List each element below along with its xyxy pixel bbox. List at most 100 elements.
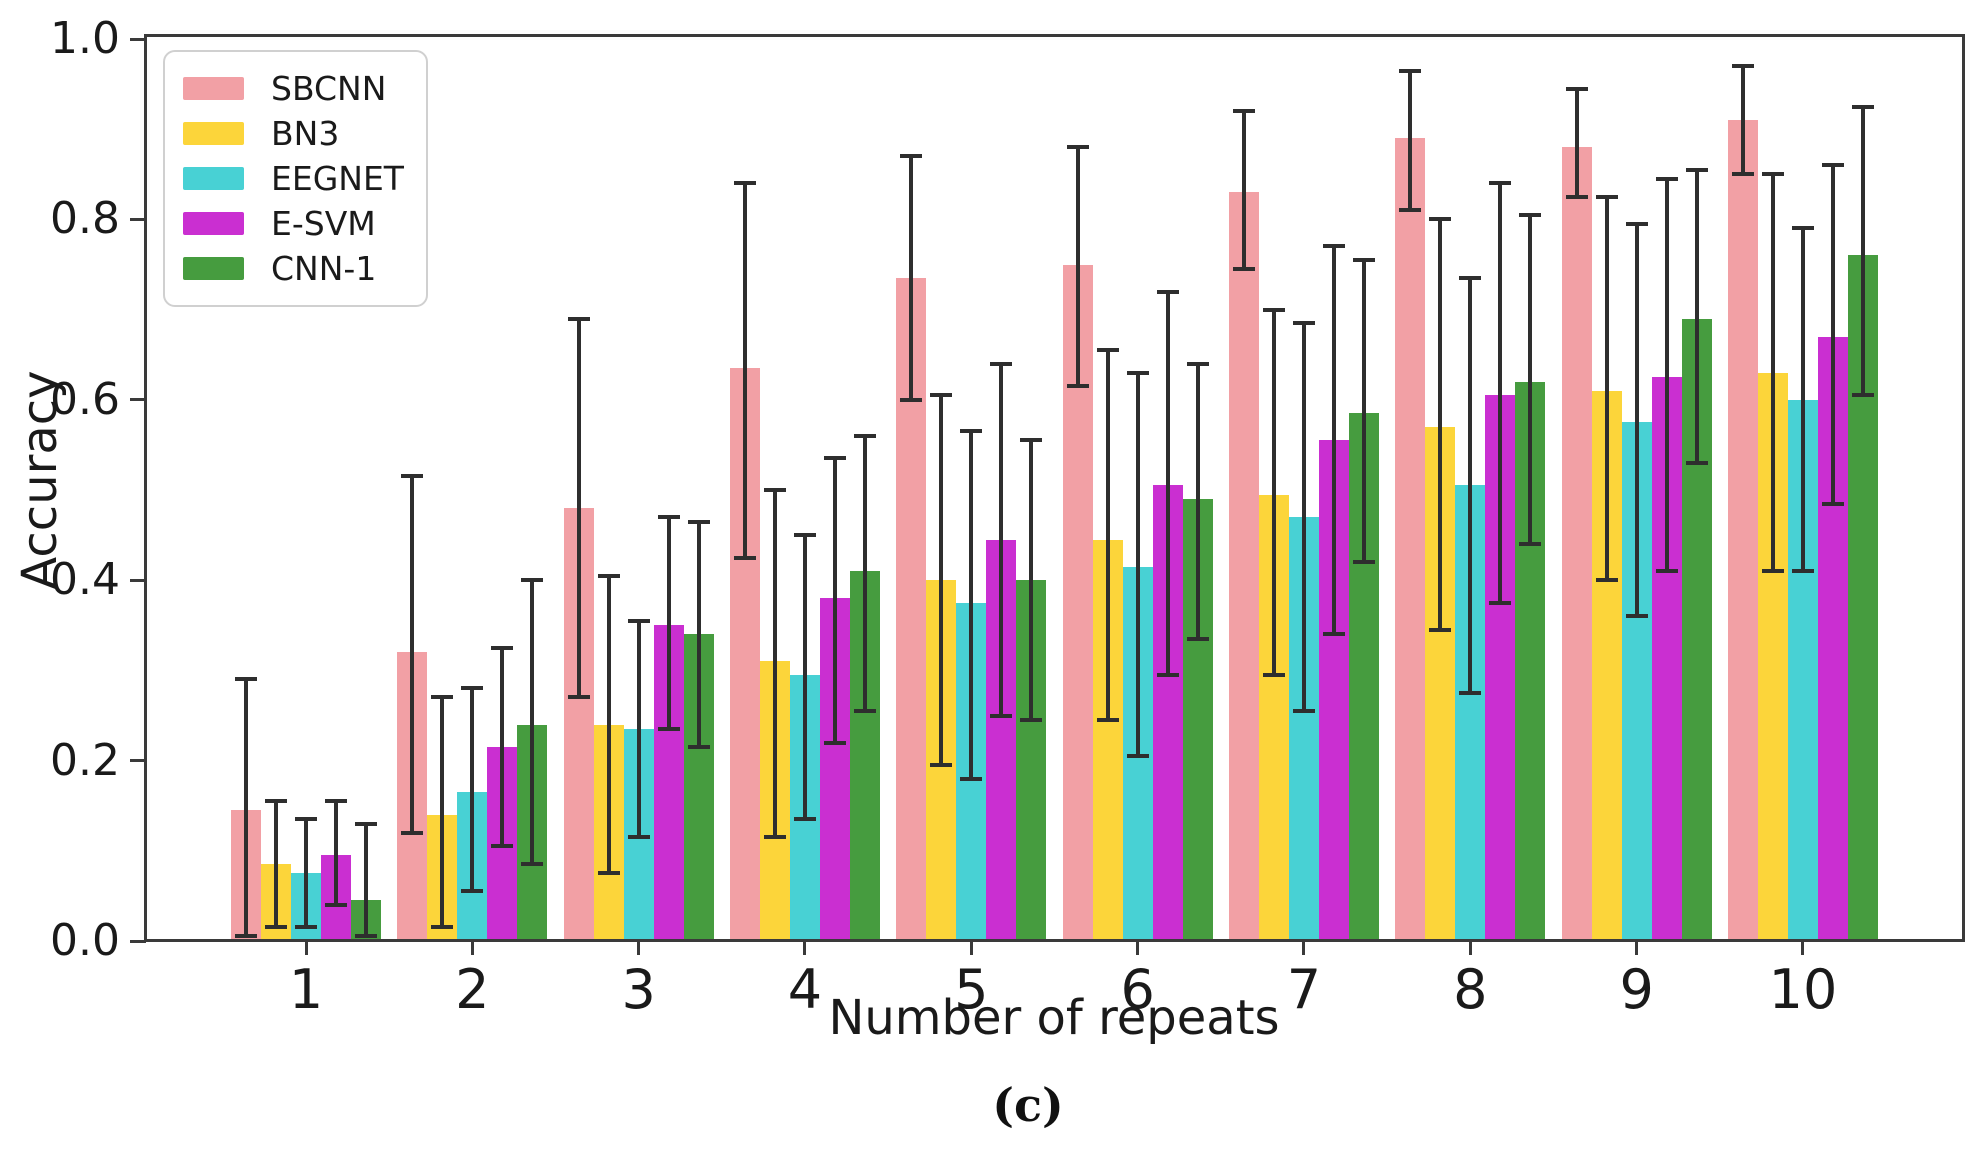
error-cap-top-eegnet-repeat-10 xyxy=(1791,226,1814,231)
error-cap-bottom-eegnet-repeat-7 xyxy=(1292,708,1315,713)
error-bar-sbcnn-repeat-1 xyxy=(244,679,248,937)
x-tick-label-2: 2 xyxy=(455,958,490,1021)
x-tick-label-4: 4 xyxy=(787,958,823,1021)
error-cap-top-eegnet-repeat-5 xyxy=(960,429,983,434)
x-tick-mark-6 xyxy=(1136,941,1140,955)
error-cap-bottom-cnn-1-repeat-8 xyxy=(1519,542,1542,547)
legend-item-sbcnn: SBCNN xyxy=(183,66,404,111)
x-tick-mark-5 xyxy=(969,941,973,955)
x-tick-label-1: 1 xyxy=(288,958,324,1021)
error-bar-eegnet-repeat-10 xyxy=(1800,228,1805,572)
error-bar-sbcnn-repeat-3 xyxy=(576,318,581,698)
error-cap-top-cnn-1-repeat-3 xyxy=(687,519,710,524)
error-cap-bottom-bn3-repeat-1 xyxy=(265,925,287,930)
error-bar-sbcnn-repeat-8 xyxy=(1408,70,1413,211)
error-cap-top-e-svm-repeat-9 xyxy=(1655,176,1678,181)
error-cap-top-bn3-repeat-4 xyxy=(763,488,786,492)
error-cap-bottom-bn3-repeat-2 xyxy=(431,925,454,930)
error-cap-bottom-e-svm-repeat-10 xyxy=(1821,501,1844,506)
legend-item-eegnet: EEGNET xyxy=(183,156,404,201)
error-bar-e-svm-repeat-3 xyxy=(666,517,671,730)
error-bar-bn3-repeat-6 xyxy=(1105,350,1110,720)
error-bar-sbcnn-repeat-2 xyxy=(410,476,415,833)
x-tick-mark-1 xyxy=(304,941,308,955)
error-cap-top-eegnet-repeat-7 xyxy=(1292,321,1315,326)
error-cap-top-cnn-1-repeat-5 xyxy=(1020,438,1043,443)
error-cap-bottom-sbcnn-repeat-9 xyxy=(1565,194,1588,199)
error-bar-e-svm-repeat-10 xyxy=(1830,165,1835,504)
x-tick-label-6: 6 xyxy=(1120,958,1155,1021)
error-cap-top-e-svm-repeat-5 xyxy=(990,361,1013,366)
error-cap-top-cnn-1-repeat-4 xyxy=(853,433,876,438)
legend-swatch-icon-e-svm xyxy=(183,212,244,235)
error-cap-bottom-cnn-1-repeat-6 xyxy=(1186,636,1209,641)
error-cap-top-bn3-repeat-7 xyxy=(1262,307,1285,312)
error-bar-eegnet-repeat-4 xyxy=(802,535,807,820)
error-cap-bottom-eegnet-repeat-3 xyxy=(627,835,650,840)
error-bar-cnn-1-repeat-6 xyxy=(1195,363,1200,639)
x-tick-label-3: 3 xyxy=(621,958,656,1021)
error-bar-bn3-repeat-10 xyxy=(1770,174,1775,572)
error-cap-bottom-bn3-repeat-3 xyxy=(597,871,620,876)
error-bar-bn3-repeat-9 xyxy=(1604,196,1609,581)
error-cap-bottom-bn3-repeat-9 xyxy=(1595,578,1618,583)
error-bar-eegnet-repeat-7 xyxy=(1301,323,1306,711)
error-cap-bottom-e-svm-repeat-2 xyxy=(491,844,514,849)
error-cap-bottom-sbcnn-repeat-3 xyxy=(567,695,590,700)
y-tick-mark-1.0 xyxy=(130,37,146,41)
error-bar-eegnet-repeat-9 xyxy=(1634,223,1639,617)
error-cap-top-sbcnn-repeat-9 xyxy=(1565,86,1588,91)
error-cap-bottom-bn3-repeat-8 xyxy=(1429,627,1452,632)
error-cap-bottom-eegnet-repeat-8 xyxy=(1459,690,1482,695)
right-spine xyxy=(1962,34,1965,942)
legend-label-sbcnn: SBCNN xyxy=(271,68,387,108)
y-tick-label-0.0: 0.0 xyxy=(50,915,120,966)
error-cap-top-e-svm-repeat-1 xyxy=(325,799,347,804)
error-bar-sbcnn-repeat-10 xyxy=(1740,66,1745,175)
legend-swatch-icon-cnn-1 xyxy=(183,257,244,280)
error-cap-bottom-bn3-repeat-4 xyxy=(763,835,786,840)
error-bar-eegnet-repeat-6 xyxy=(1135,372,1140,757)
legend-item-bn3: BN3 xyxy=(183,111,404,156)
bar-sbcnn-repeat-7 xyxy=(1228,192,1259,941)
error-bar-sbcnn-repeat-7 xyxy=(1241,111,1246,269)
error-cap-top-bn3-repeat-1 xyxy=(265,799,287,804)
error-bar-cnn-1-repeat-4 xyxy=(862,435,867,711)
error-cap-top-eegnet-repeat-6 xyxy=(1126,370,1149,375)
error-cap-bottom-e-svm-repeat-6 xyxy=(1156,672,1179,677)
error-bar-e-svm-repeat-5 xyxy=(999,363,1004,716)
y-tick-label-0.2: 0.2 xyxy=(50,734,120,786)
error-cap-top-e-svm-repeat-4 xyxy=(823,456,846,461)
error-cap-top-sbcnn-repeat-6 xyxy=(1066,145,1089,150)
bar-sbcnn-repeat-8 xyxy=(1395,138,1426,941)
error-cap-bottom-cnn-1-repeat-3 xyxy=(687,745,710,750)
y-tick-label-1.0: 1.0 xyxy=(50,13,120,64)
x-axis-title: Number of repeats xyxy=(828,990,1280,1046)
error-cap-bottom-sbcnn-repeat-7 xyxy=(1232,267,1255,271)
error-bar-bn3-repeat-2 xyxy=(440,697,445,928)
error-cap-bottom-e-svm-repeat-5 xyxy=(990,713,1013,718)
left-spine xyxy=(144,34,147,942)
error-cap-bottom-e-svm-repeat-9 xyxy=(1655,569,1678,574)
bar-sbcnn-repeat-10 xyxy=(1727,120,1758,941)
error-cap-top-cnn-1-repeat-2 xyxy=(521,578,544,583)
error-bar-sbcnn-repeat-9 xyxy=(1574,88,1579,197)
error-cap-top-eegnet-repeat-4 xyxy=(793,533,816,538)
error-cap-top-sbcnn-repeat-2 xyxy=(401,474,424,479)
error-cap-bottom-eegnet-repeat-5 xyxy=(960,776,983,781)
error-bar-e-svm-repeat-4 xyxy=(832,458,837,743)
error-cap-bottom-bn3-repeat-5 xyxy=(930,763,953,768)
error-bar-eegnet-repeat-5 xyxy=(969,431,974,779)
legend-swatch-icon-sbcnn xyxy=(183,77,244,100)
legend-item-cnn-1: CNN-1 xyxy=(183,246,404,291)
error-bar-e-svm-repeat-2 xyxy=(500,647,505,847)
x-tick-mark-7 xyxy=(1302,941,1306,955)
error-cap-bottom-eegnet-repeat-6 xyxy=(1126,754,1149,759)
error-bar-sbcnn-repeat-5 xyxy=(909,156,914,400)
error-cap-bottom-sbcnn-repeat-8 xyxy=(1399,208,1422,213)
error-bar-bn3-repeat-5 xyxy=(939,395,944,766)
error-cap-top-bn3-repeat-2 xyxy=(431,695,454,700)
x-tick-label-5: 5 xyxy=(954,958,989,1021)
error-cap-bottom-bn3-repeat-10 xyxy=(1761,569,1784,574)
